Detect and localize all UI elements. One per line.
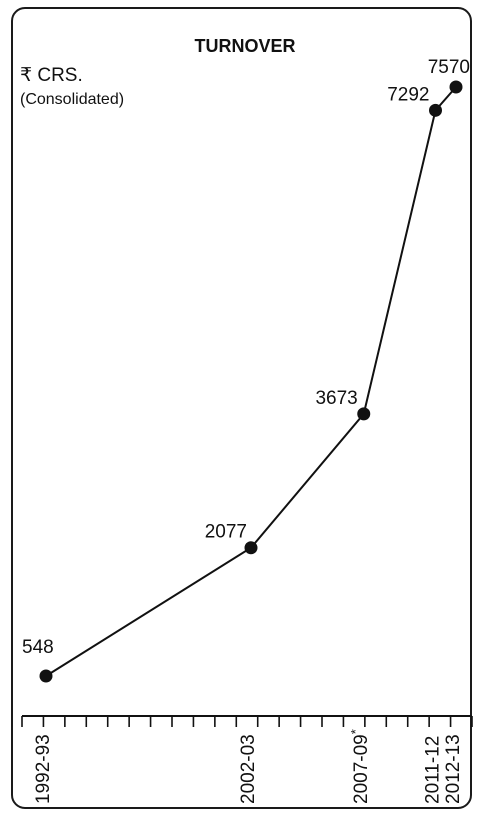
turnover-series bbox=[39, 80, 463, 683]
chart-title: TURNOVER bbox=[194, 36, 295, 56]
data-label: 7292 bbox=[387, 84, 429, 105]
x-tick-labels: 1992-93 2002-03 2007-09* 2011-12 2012-13 bbox=[33, 729, 464, 804]
data-label: 7570 bbox=[428, 57, 470, 78]
x-axis-ticks bbox=[21, 716, 473, 727]
data-point-2002-03 bbox=[244, 541, 258, 555]
data-labels: 548 2077 3673 7292 7570 bbox=[22, 57, 470, 658]
data-label: 3673 bbox=[315, 388, 357, 409]
data-point-2007-09 bbox=[357, 407, 371, 421]
x-tick-label: 2002-03 bbox=[238, 734, 259, 804]
y-axis-unit: ₹ CRS. bbox=[20, 65, 83, 86]
series-line bbox=[45, 86, 457, 677]
data-label: 548 bbox=[22, 637, 54, 658]
x-tick-label: 2011-12 bbox=[423, 736, 444, 804]
x-tick-label: 1992-93 bbox=[33, 734, 54, 804]
data-label: 2077 bbox=[205, 522, 247, 543]
chart-frame bbox=[11, 7, 472, 809]
y-axis-unit-note: (Consolidated) bbox=[20, 91, 124, 108]
data-point-1992-93 bbox=[39, 669, 53, 683]
x-tick-label: 2007-09* bbox=[348, 729, 372, 804]
data-point-2011-12 bbox=[429, 103, 442, 117]
data-point-2012-13 bbox=[449, 80, 463, 94]
x-tick-label: 2012-13 bbox=[443, 734, 464, 804]
